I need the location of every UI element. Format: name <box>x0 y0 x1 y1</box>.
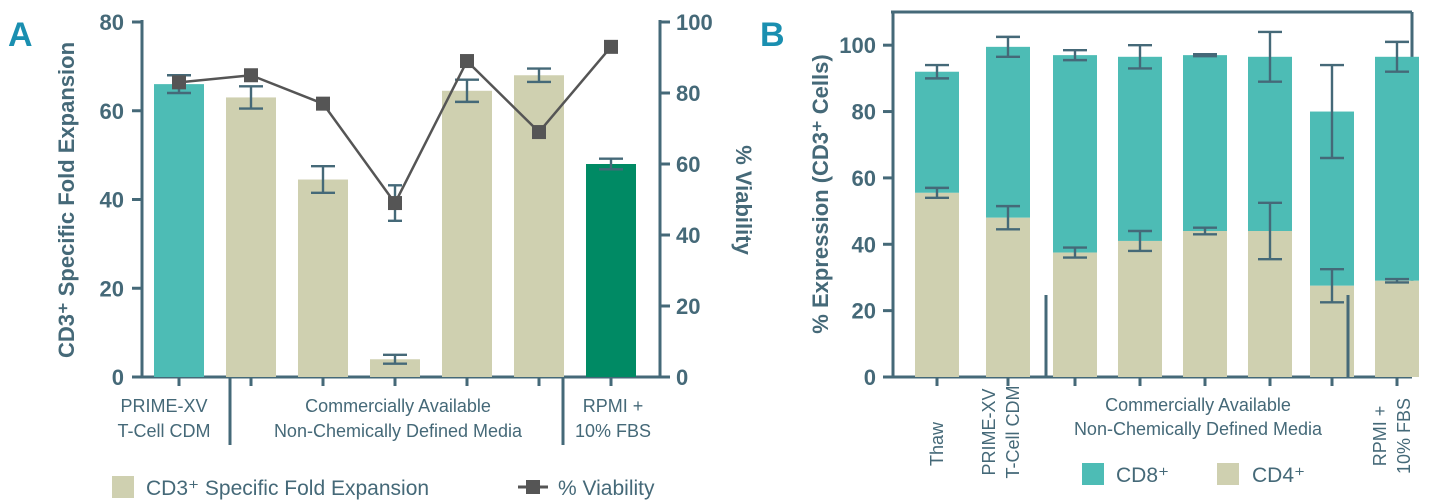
a-category-label: PRIME-XV <box>120 396 207 416</box>
legend-bar-label: CD3⁺ Specific Fold Expansion <box>146 477 429 500</box>
b-category-label: PRIME-XV <box>979 388 999 475</box>
a-viability-point <box>244 68 258 83</box>
b-legend: CD8⁺ CD4⁺ <box>1082 463 1305 487</box>
b-y-tick-label: 20 <box>852 299 876 324</box>
b-y-axis-title: % Expression (CD3⁺ Cells) <box>808 54 833 333</box>
b-category-label: Non-Chemically Defined Media <box>1074 419 1323 439</box>
a-legend: CD3⁺ Specific Fold Expansion % Viability <box>112 476 655 500</box>
b-y-tick-label: 40 <box>852 232 876 257</box>
b-bar-cd8 <box>1183 55 1227 231</box>
legend-cd4-swatch <box>1217 463 1239 485</box>
a-viability-point <box>388 196 402 211</box>
a-category-label: Commercially Available <box>305 396 491 416</box>
legend-cd8-swatch <box>1082 463 1104 485</box>
legend-square-marker-icon <box>526 480 540 494</box>
panel-a-letter: A <box>8 16 33 54</box>
b-category-label: RPMI + <box>1370 406 1390 467</box>
b-category-label: Commercially Available <box>1105 395 1291 415</box>
a-viability-point <box>172 75 186 90</box>
legend-cd8-label: CD8⁺ <box>1116 464 1169 487</box>
a-left-tick-label: 40 <box>100 188 124 213</box>
b-category-label: 10% FBS <box>1394 398 1414 474</box>
legend-bar-swatch <box>112 476 134 498</box>
b-category-label: Thaw <box>927 421 947 466</box>
a-viability-point <box>460 54 474 69</box>
a-left-tick-label: 60 <box>100 99 124 124</box>
a-category-label: T-Cell CDM <box>118 421 211 441</box>
panel-b-letter: B <box>760 16 785 54</box>
panel-a-chart: 0 20 40 60 80 0 20 40 60 80 100 CD3⁺ Specific Fold… <box>54 10 756 445</box>
a-left-tick-label: 20 <box>100 276 124 301</box>
b-bar-cd8 <box>1053 55 1097 253</box>
a-left-tick-label: 80 <box>100 10 124 35</box>
b-bar-cd8 <box>915 71 959 193</box>
b-y-tick-label: 100 <box>839 33 876 58</box>
a-bar <box>370 359 420 377</box>
a-viability-point <box>316 96 330 111</box>
b-bar-cd4 <box>1183 231 1227 377</box>
a-bar <box>442 90 492 377</box>
b-bar-cd4 <box>1053 252 1097 377</box>
a-bar <box>298 179 348 377</box>
b-bar-cd4 <box>986 217 1030 377</box>
b-bar-cd8 <box>986 46 1030 218</box>
a-bar <box>226 97 276 377</box>
a-right-tick-label: 100 <box>676 10 713 35</box>
a-bar <box>586 164 636 377</box>
a-bar <box>514 75 564 377</box>
b-bar-cd4 <box>1375 280 1419 377</box>
b-category-label: T-Cell CDM <box>1003 386 1023 479</box>
a-category-label: Non-Chemically Defined Media <box>274 421 523 441</box>
b-y-tick-label: 0 <box>864 365 876 390</box>
a-right-tick-label: 80 <box>676 81 700 106</box>
b-y-tick-label: 80 <box>852 100 876 125</box>
b-bar-cd4 <box>1118 240 1162 377</box>
a-viability-point <box>604 39 618 54</box>
a-right-tick-label: 40 <box>676 223 700 248</box>
a-left-tick-label: 0 <box>112 365 124 390</box>
a-viability-point <box>532 125 546 140</box>
a-left-axis-title: CD3⁺ Specific Fold Expansion <box>54 42 79 358</box>
panel-b-chart: 0 20 40 60 80 100 % Expression (CD3⁺ Cells) T… <box>808 10 1419 479</box>
b-y-tick-label: 60 <box>852 166 876 191</box>
a-right-tick-label: 0 <box>676 365 688 390</box>
a-bar <box>154 84 204 377</box>
b-bar-cd8 <box>1118 56 1162 241</box>
legend-line-label: % Viability <box>558 477 655 500</box>
a-right-tick-label: 20 <box>676 294 700 319</box>
legend-cd4-label: CD4⁺ <box>1252 464 1305 487</box>
a-category-label: RPMI + <box>583 396 644 416</box>
b-bar-cd8 <box>1375 56 1419 281</box>
a-right-tick-label: 60 <box>676 152 700 177</box>
b-bar-cd4 <box>915 192 959 377</box>
a-right-axis-title: % Viability <box>731 145 756 255</box>
a-category-label: 10% FBS <box>575 421 651 441</box>
